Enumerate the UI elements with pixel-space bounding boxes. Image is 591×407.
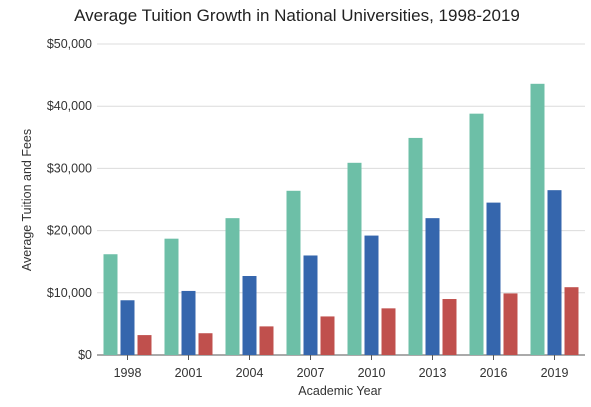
bar-2010-s1 bbox=[347, 162, 362, 355]
x-tick-label: 2007 bbox=[297, 366, 325, 380]
y-tick-label: $10,000 bbox=[47, 286, 92, 300]
x-axis: 1998 2001 2004 2007 2010 2013 2016 2019 bbox=[114, 355, 569, 380]
bar-2010-s2 bbox=[364, 235, 379, 355]
bar-2013-s3 bbox=[442, 299, 457, 355]
y-axis: $0 $10,000 $20,000 $30,000 $40,000 $50,000 bbox=[47, 37, 92, 362]
x-tick-label: 1998 bbox=[114, 366, 142, 380]
bar-2004-s2 bbox=[242, 276, 257, 355]
bar-2001-s3 bbox=[198, 333, 213, 355]
bar-2016-s1 bbox=[469, 113, 484, 355]
bar-2019-s1 bbox=[530, 83, 545, 356]
y-tick-label: $0 bbox=[78, 348, 92, 362]
x-tick-label: 2010 bbox=[358, 366, 386, 380]
y-axis-label: Average Tuition and Fees bbox=[20, 129, 34, 271]
y-tick-label: $20,000 bbox=[47, 224, 92, 238]
bar-2016-s3 bbox=[503, 293, 518, 355]
bar-2007-s2 bbox=[303, 255, 318, 355]
bar-2004-s1 bbox=[225, 218, 240, 355]
chart-title: Average Tuition Growth in National Unive… bbox=[74, 6, 520, 25]
x-tick-label: 2016 bbox=[480, 366, 508, 380]
bar-2001-s1 bbox=[164, 238, 179, 355]
x-tick-label: 2019 bbox=[541, 366, 569, 380]
bar-1998-s1 bbox=[103, 254, 118, 355]
bar-2001-s2 bbox=[181, 290, 196, 355]
x-tick-label: 2004 bbox=[236, 366, 264, 380]
y-tick-label: $50,000 bbox=[47, 37, 92, 51]
bar-2013-s1 bbox=[408, 137, 423, 355]
bar-2016-s2 bbox=[486, 202, 501, 355]
x-tick-label: 2013 bbox=[419, 366, 447, 380]
y-tick-label: $40,000 bbox=[47, 99, 92, 113]
bar-2019-s2 bbox=[547, 190, 562, 355]
bar-2010-s3 bbox=[381, 308, 396, 355]
bar-2007-s3 bbox=[320, 316, 335, 355]
x-tick-label: 2001 bbox=[175, 366, 203, 380]
y-tick-label: $30,000 bbox=[47, 161, 92, 175]
bar-2019-s3 bbox=[564, 287, 579, 355]
bar-1998-s2 bbox=[120, 300, 135, 355]
bar-1998-s3 bbox=[137, 335, 152, 355]
bar-2004-s3 bbox=[259, 326, 274, 355]
bar-2013-s2 bbox=[425, 218, 440, 355]
bar-2007-s1 bbox=[286, 190, 301, 355]
x-axis-label: Academic Year bbox=[298, 384, 381, 398]
plot-area bbox=[103, 83, 579, 356]
